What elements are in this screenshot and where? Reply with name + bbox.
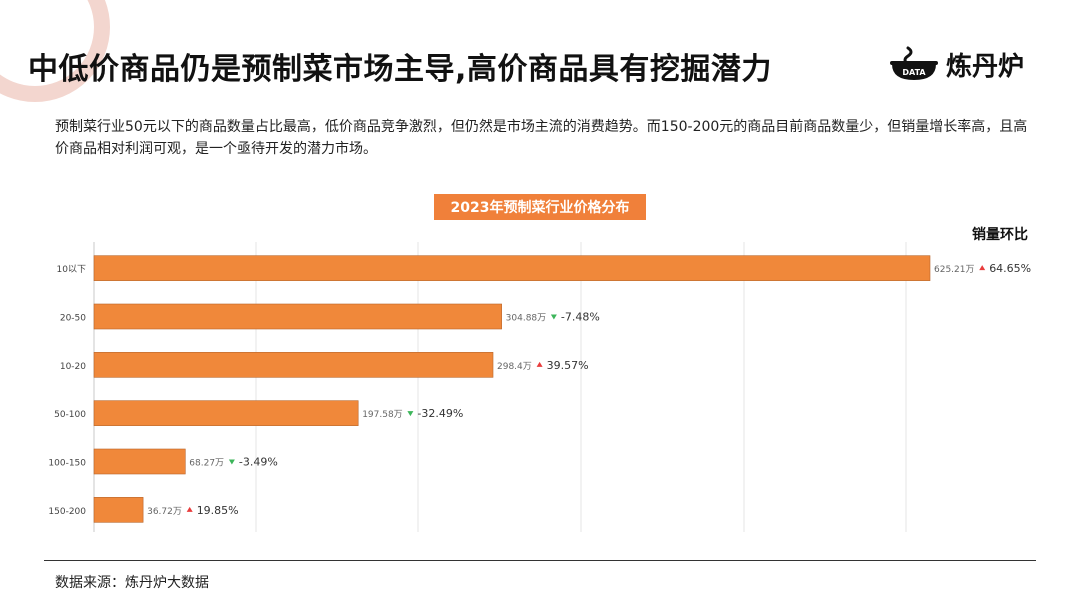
brand-logo: DATA 炼丹炉 xyxy=(888,42,1024,86)
ratio-label: -3.49% xyxy=(239,456,278,469)
up-arrow-icon xyxy=(536,361,543,367)
value-label: 304.88万 xyxy=(506,314,547,324)
bar xyxy=(93,400,359,426)
value-label: 36.72万 xyxy=(147,507,182,517)
bar xyxy=(93,303,502,330)
category-label: 10-20 xyxy=(60,362,86,372)
bar xyxy=(93,352,494,378)
bar-chart: 10以下 625.21万 64.65% 20-50 304.88万 -7.48% 10-20… xyxy=(48,242,1031,532)
down-arrow-icon xyxy=(228,459,235,465)
up-arrow-icon xyxy=(979,265,986,271)
chart-title: 2023年预制菜行业价格分布 xyxy=(434,194,646,220)
logo-name: 炼丹炉 xyxy=(946,51,1025,82)
value-label: 197.58万 xyxy=(362,410,403,420)
down-arrow-icon xyxy=(407,411,414,417)
category-label: 100-150 xyxy=(48,459,86,469)
up-arrow-icon xyxy=(186,506,193,512)
category-label: 150-200 xyxy=(48,507,86,517)
bar xyxy=(93,448,186,475)
bar xyxy=(93,255,931,281)
ratio-label: -32.49% xyxy=(417,407,463,420)
ratio-header: 销量环比 xyxy=(972,227,1028,243)
category-label: 10以下 xyxy=(57,265,86,275)
data-source: 数据来源：炼丹炉大数据 xyxy=(55,575,209,591)
logo-badge: DATA xyxy=(902,68,926,77)
ratio-label: 39.57% xyxy=(547,359,589,372)
value-label: 68.27万 xyxy=(189,459,224,469)
footer-divider xyxy=(44,560,1036,561)
ratio-label: 19.85% xyxy=(197,504,239,517)
value-label: 625.21万 xyxy=(934,265,975,275)
page-title: 中低价商品仍是预制菜市场主导,高价商品具有挖掘潜力 xyxy=(28,52,772,87)
value-label: 298.4万 xyxy=(497,362,532,372)
ratio-label: -7.48% xyxy=(561,311,600,324)
down-arrow-icon xyxy=(550,314,557,320)
ratio-label: 64.65% xyxy=(989,262,1031,275)
pot-icon: DATA xyxy=(890,46,938,80)
bar xyxy=(93,497,144,523)
category-label: 20-50 xyxy=(60,314,86,324)
description-text: 预制菜行业50元以下的商品数量占比最高，低价商品竞争激烈，但仍然是市场主流的消费… xyxy=(55,119,1028,157)
category-label: 50-100 xyxy=(54,410,86,420)
